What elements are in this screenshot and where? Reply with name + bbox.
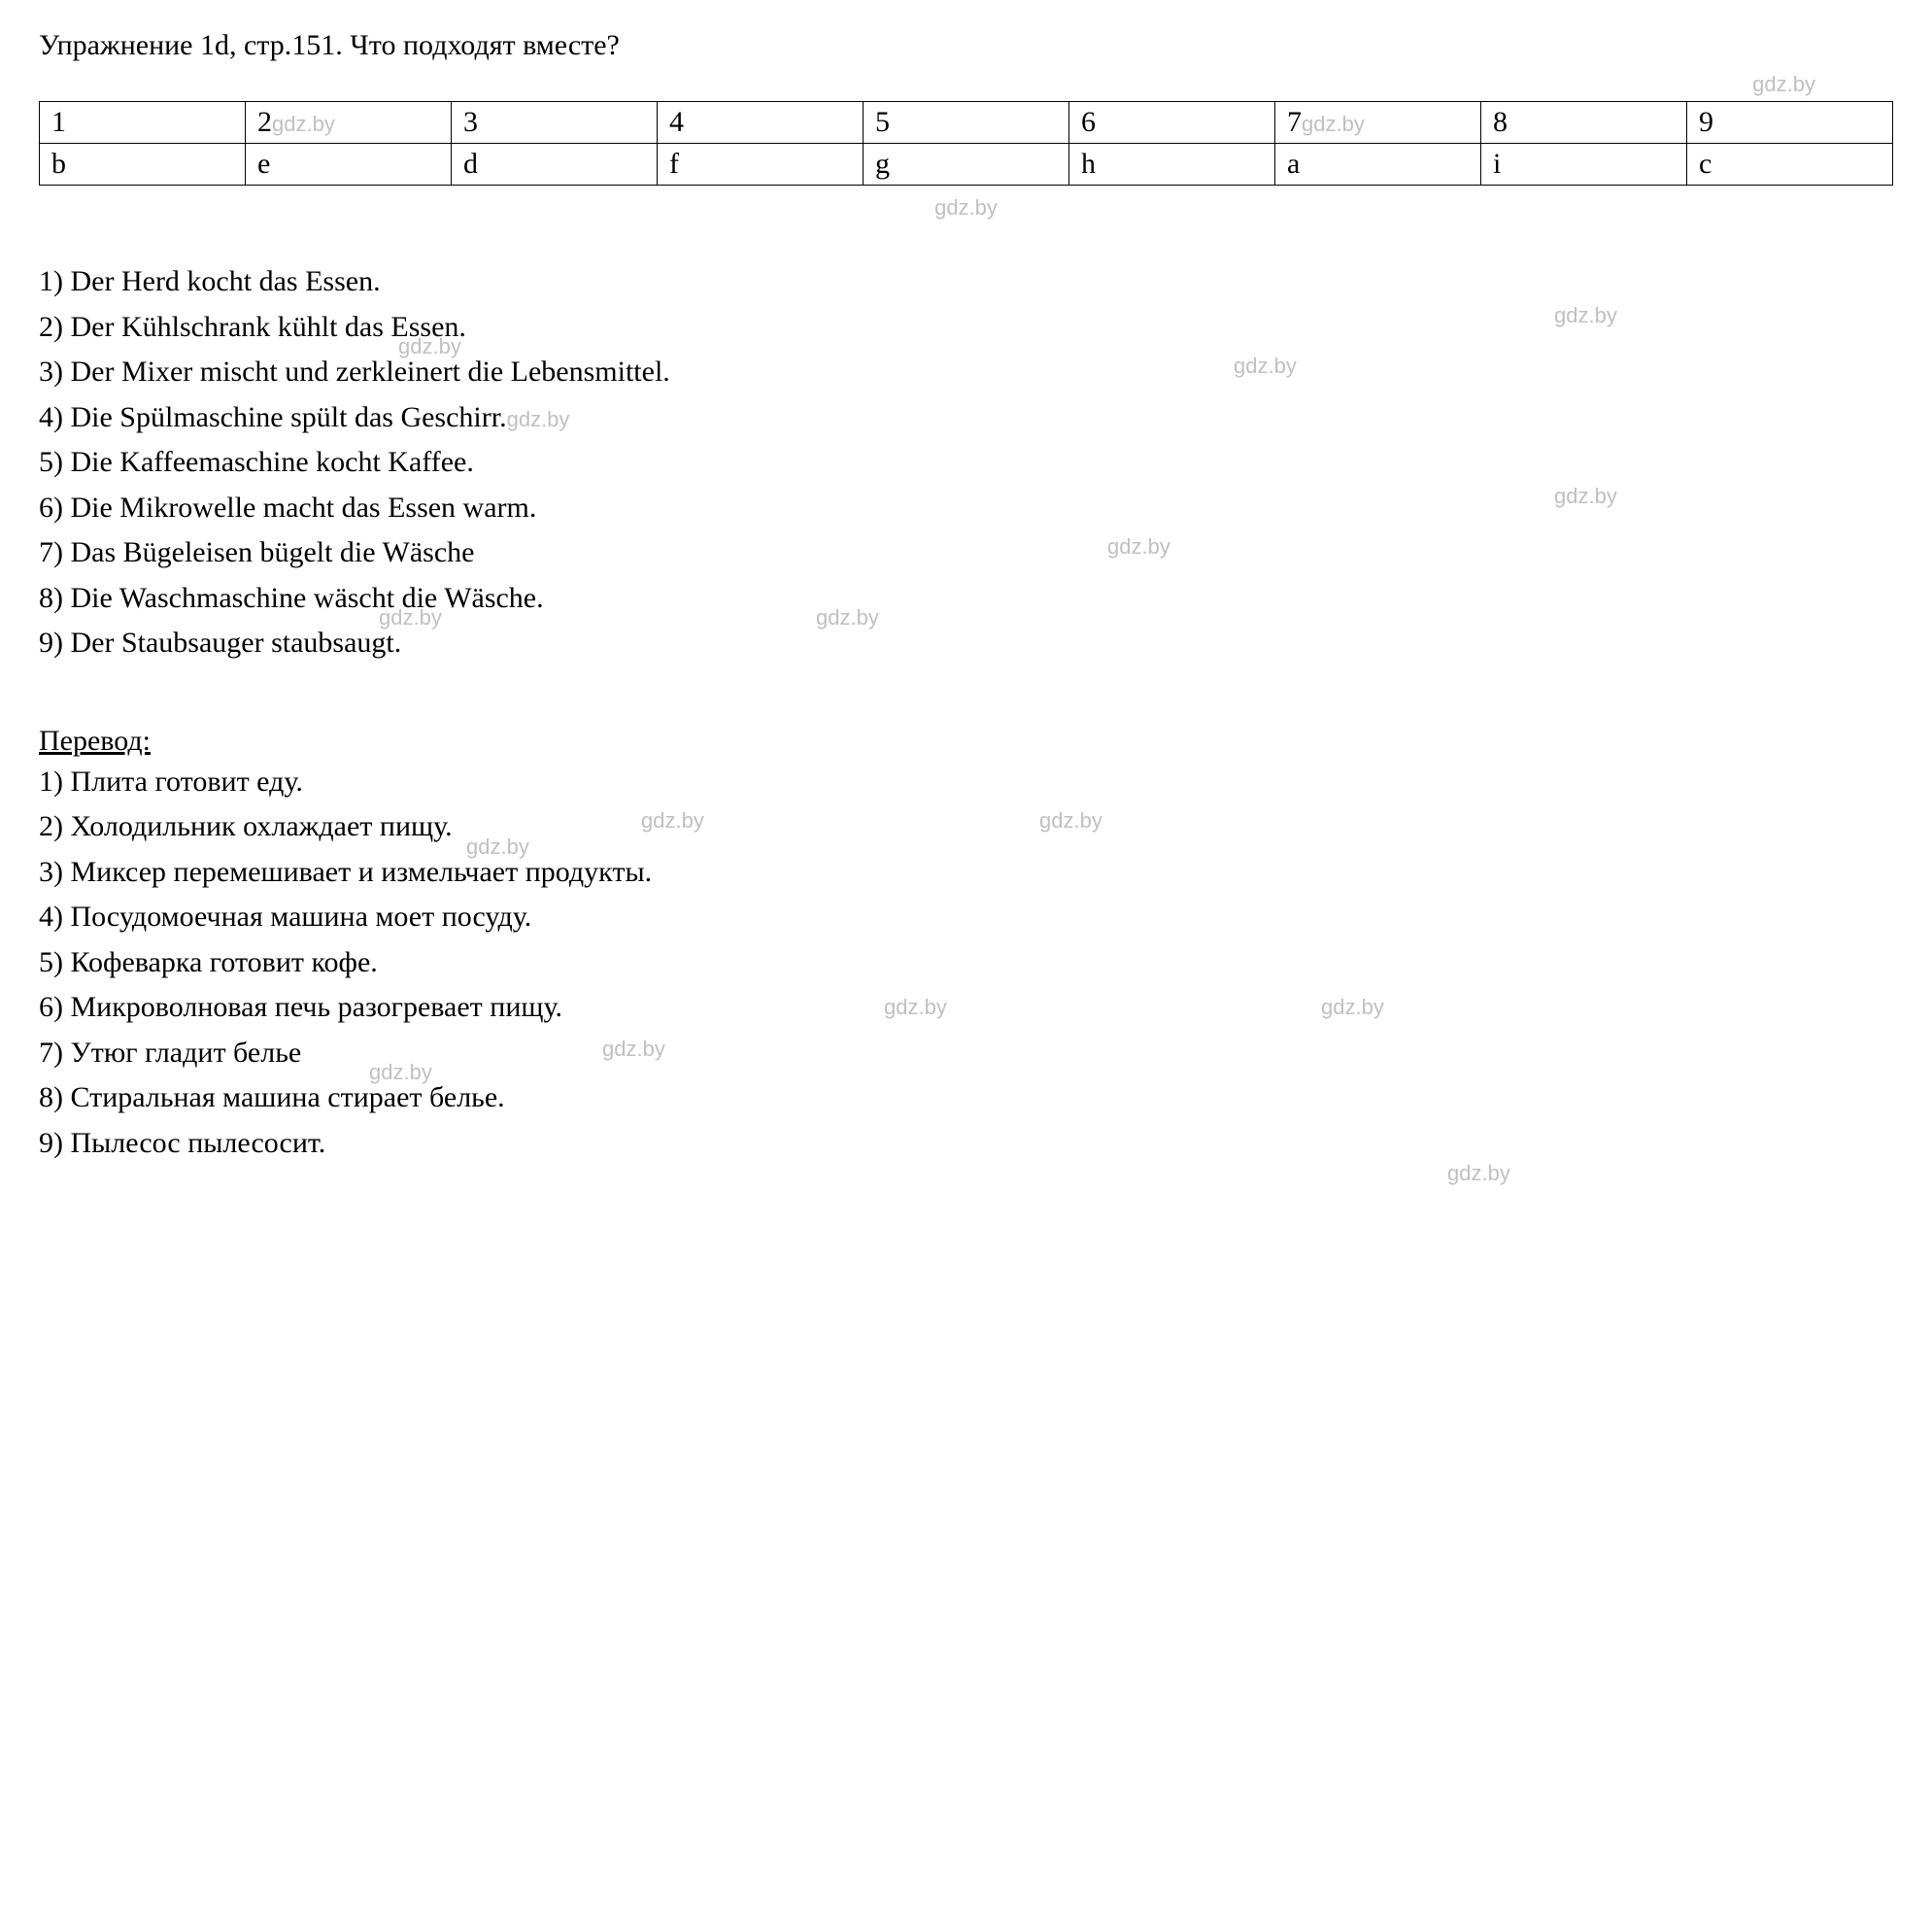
list-text: 8) Стиральная машина стирает белье. — [39, 1081, 505, 1113]
watermark: gdz.by — [272, 112, 335, 136]
table-cell: 2gdz.by — [246, 102, 452, 144]
list-item: 4) Die Spülmaschine spült das Geschirr.g… — [39, 395, 1893, 441]
list-item: 3) Der Mixer mischt und zerkleinert die … — [39, 350, 1893, 395]
list-text: 2) Холодильник охлаждает пищу. — [39, 810, 453, 842]
table-cell: 7gdz.by — [1275, 102, 1481, 144]
translation-list: 1) Плита готовит еду. 2) Холодильник охл… — [39, 760, 1893, 1167]
list-item: 6) Микроволновая печь разогревает пищу. … — [39, 985, 1893, 1031]
table-row: 1 2gdz.by 3 4 5 6 7gdz.by 8 9 — [40, 102, 1893, 144]
translation-header: Перевод: — [39, 725, 1893, 758]
table-cell: 4 — [658, 102, 864, 144]
german-list: 1) Der Herd kocht das Essen. 2) Der Kühl… — [39, 259, 1893, 666]
answer-table: 1 2gdz.by 3 4 5 6 7gdz.by 8 9 b e d f g … — [39, 101, 1893, 186]
table-cell: 1 — [40, 102, 246, 144]
watermark: gdz.by — [39, 195, 1893, 221]
list-item: 8) Стиральная машина стирает белье. gdz.… — [39, 1075, 1893, 1121]
cell-value: 2 — [257, 106, 272, 138]
list-item: 9) Пылесос пылесосит. — [39, 1121, 1893, 1167]
watermark: gdz.by — [1039, 804, 1102, 837]
list-item: 5) Die Kaffeemaschine kocht Kaffee. — [39, 440, 1893, 486]
watermark: gdz.by — [507, 407, 570, 431]
list-text: 3) Миксер перемешивает и измельчает прод… — [39, 856, 652, 888]
watermark: gdz.by — [1107, 530, 1170, 563]
table-cell: i — [1481, 144, 1687, 186]
list-item: 1) Der Herd kocht das Essen. — [39, 259, 1893, 305]
table-cell: b — [40, 144, 246, 186]
list-text: 3) Der Mixer mischt und zerkleinert die … — [39, 356, 670, 388]
table-row: b e d f g h a i c — [40, 144, 1893, 186]
exercise-title: Упражнение 1d, стр.151. Что подходят вме… — [39, 29, 1893, 62]
translation-header-text: Перевод: — [39, 725, 151, 757]
list-item: 7) Утюг гладит белье gdz.by — [39, 1031, 1893, 1076]
table-cell: e — [246, 144, 452, 186]
table-cell: 5 — [864, 102, 1069, 144]
watermark: gdz.by — [1302, 112, 1365, 136]
watermark: gdz.by — [602, 1033, 665, 1066]
table-cell: h — [1069, 144, 1275, 186]
list-text: 6) Die Mikrowelle macht das Essen warm. — [39, 492, 536, 524]
table-cell: 9 — [1687, 102, 1893, 144]
cell-value: 7 — [1287, 106, 1302, 138]
list-item: 8) Die Waschmaschine wäscht die Wäsche. … — [39, 576, 1893, 622]
table-cell: d — [452, 144, 658, 186]
watermark: gdz.by — [1752, 72, 1815, 97]
table-cell: 3 — [452, 102, 658, 144]
list-text: 6) Микроволновая печь разогревает пищу. — [39, 991, 562, 1023]
table-cell: f — [658, 144, 864, 186]
list-item: 2) Холодильник охлаждает пищу. gdz.by gd… — [39, 804, 1893, 850]
list-text: 7) Das Bügeleisen bügelt die Wäsche — [39, 536, 474, 568]
list-item: 7) Das Bügeleisen bügelt die Wäsche gdz.… — [39, 530, 1893, 576]
list-item: 3) Миксер перемешивает и измельчает прод… — [39, 850, 1893, 896]
list-item: 6) Die Mikrowelle macht das Essen warm. … — [39, 486, 1893, 531]
table-cell: g — [864, 144, 1069, 186]
list-item: 1) Плита готовит еду. — [39, 760, 1893, 805]
watermark: gdz.by — [1234, 350, 1297, 383]
list-item: 4) Посудомоечная машина моет посуду. — [39, 895, 1893, 940]
table-cell: c — [1687, 144, 1893, 186]
list-item: 2) Der Kühlschrank kühlt das Essen. gdz.… — [39, 305, 1893, 351]
watermark: gdz.by — [884, 991, 947, 1024]
list-text: 8) Die Waschmaschine wäscht die Wäsche. — [39, 582, 544, 614]
watermark: gdz.by — [1321, 991, 1384, 1024]
watermark: gdz.by — [1554, 480, 1617, 513]
list-text: 4) Die Spülmaschine spült das Geschirr. — [39, 401, 507, 433]
table-cell: a — [1275, 144, 1481, 186]
table-cell: 6 — [1069, 102, 1275, 144]
watermark: gdz.by — [641, 804, 704, 837]
list-text: 7) Утюг гладит белье — [39, 1037, 301, 1069]
list-item: 9) Der Staubsauger staubsaugt. — [39, 621, 1893, 666]
table-wrapper: gdz.by 1 2gdz.by 3 4 5 6 7gdz.by 8 9 b e… — [39, 101, 1893, 186]
watermark: gdz.by — [1554, 299, 1617, 332]
table-cell: 8 — [1481, 102, 1687, 144]
list-text: 2) Der Kühlschrank kühlt das Essen. — [39, 311, 466, 343]
list-item: 5) Кофеварка готовит кофе. — [39, 940, 1893, 986]
